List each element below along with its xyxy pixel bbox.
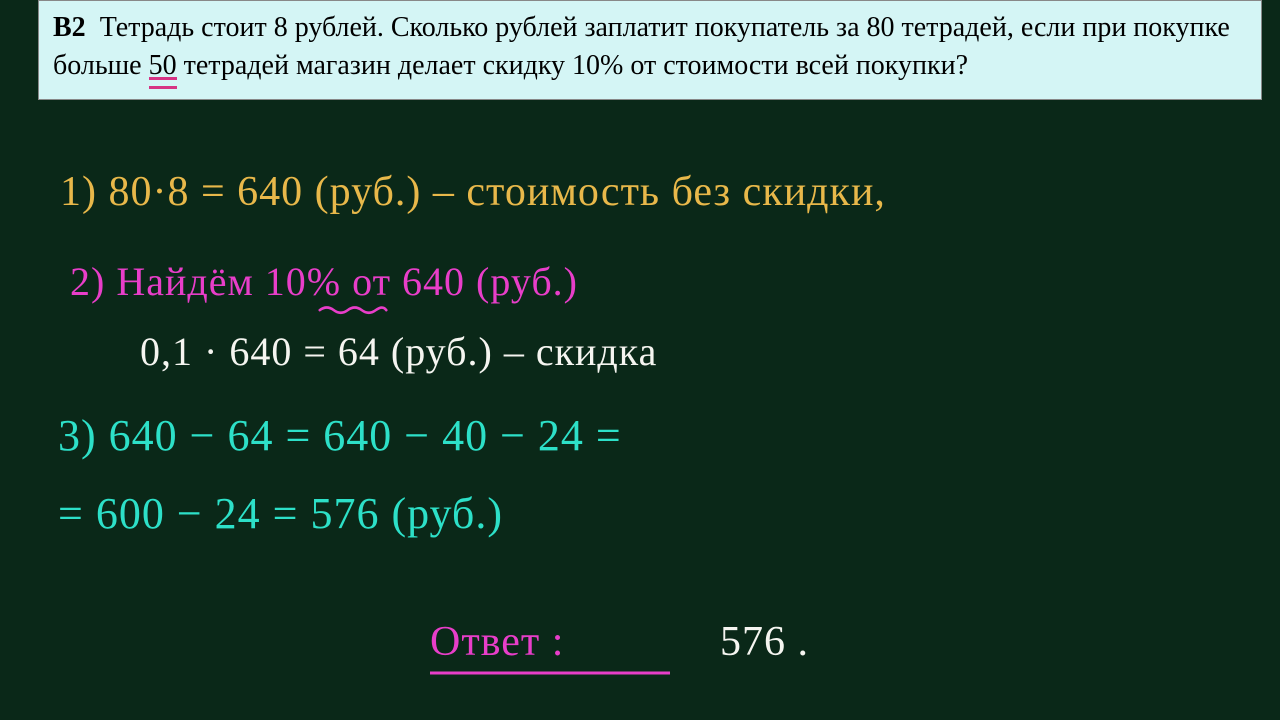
step-3b: = 600 − 24 = 576 (руб.) — [58, 488, 503, 539]
answer-value: 576 . — [720, 618, 809, 666]
problem-label: B2 — [53, 12, 86, 43]
problem-text-50: 50 — [149, 47, 177, 85]
step-3a: 3) 640 − 64 = 640 − 40 − 24 = — [58, 410, 622, 461]
chalkboard-work: 1) 80·8 = 640 (руб.) – стоимость без ски… — [0, 130, 1280, 720]
answer-underline — [430, 670, 670, 678]
answer-label: Ответ : — [430, 618, 564, 666]
step-1: 1) 80·8 = 640 (руб.) – стоимость без ски… — [60, 168, 886, 216]
problem-text-2: тетрадей магазин делает скидку 10% от ст… — [177, 50, 968, 81]
problem-statement: B2 Тетрадь стоит 8 рублей. Сколько рубле… — [38, 0, 1262, 100]
percent-underline-squiggle — [318, 302, 388, 320]
step-2-calc: 0,1 · 640 = 64 (руб.) – скидка — [140, 328, 657, 375]
step-2-header: 2) Найдём 10% от 640 (руб.) — [70, 258, 578, 305]
